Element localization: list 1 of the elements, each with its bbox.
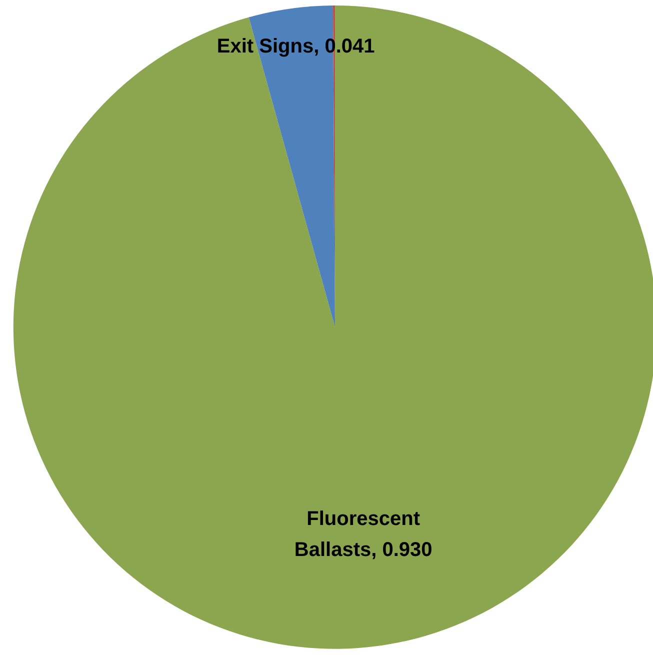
- slice-label: Fluorescent Ballasts, 0.930: [294, 508, 432, 561]
